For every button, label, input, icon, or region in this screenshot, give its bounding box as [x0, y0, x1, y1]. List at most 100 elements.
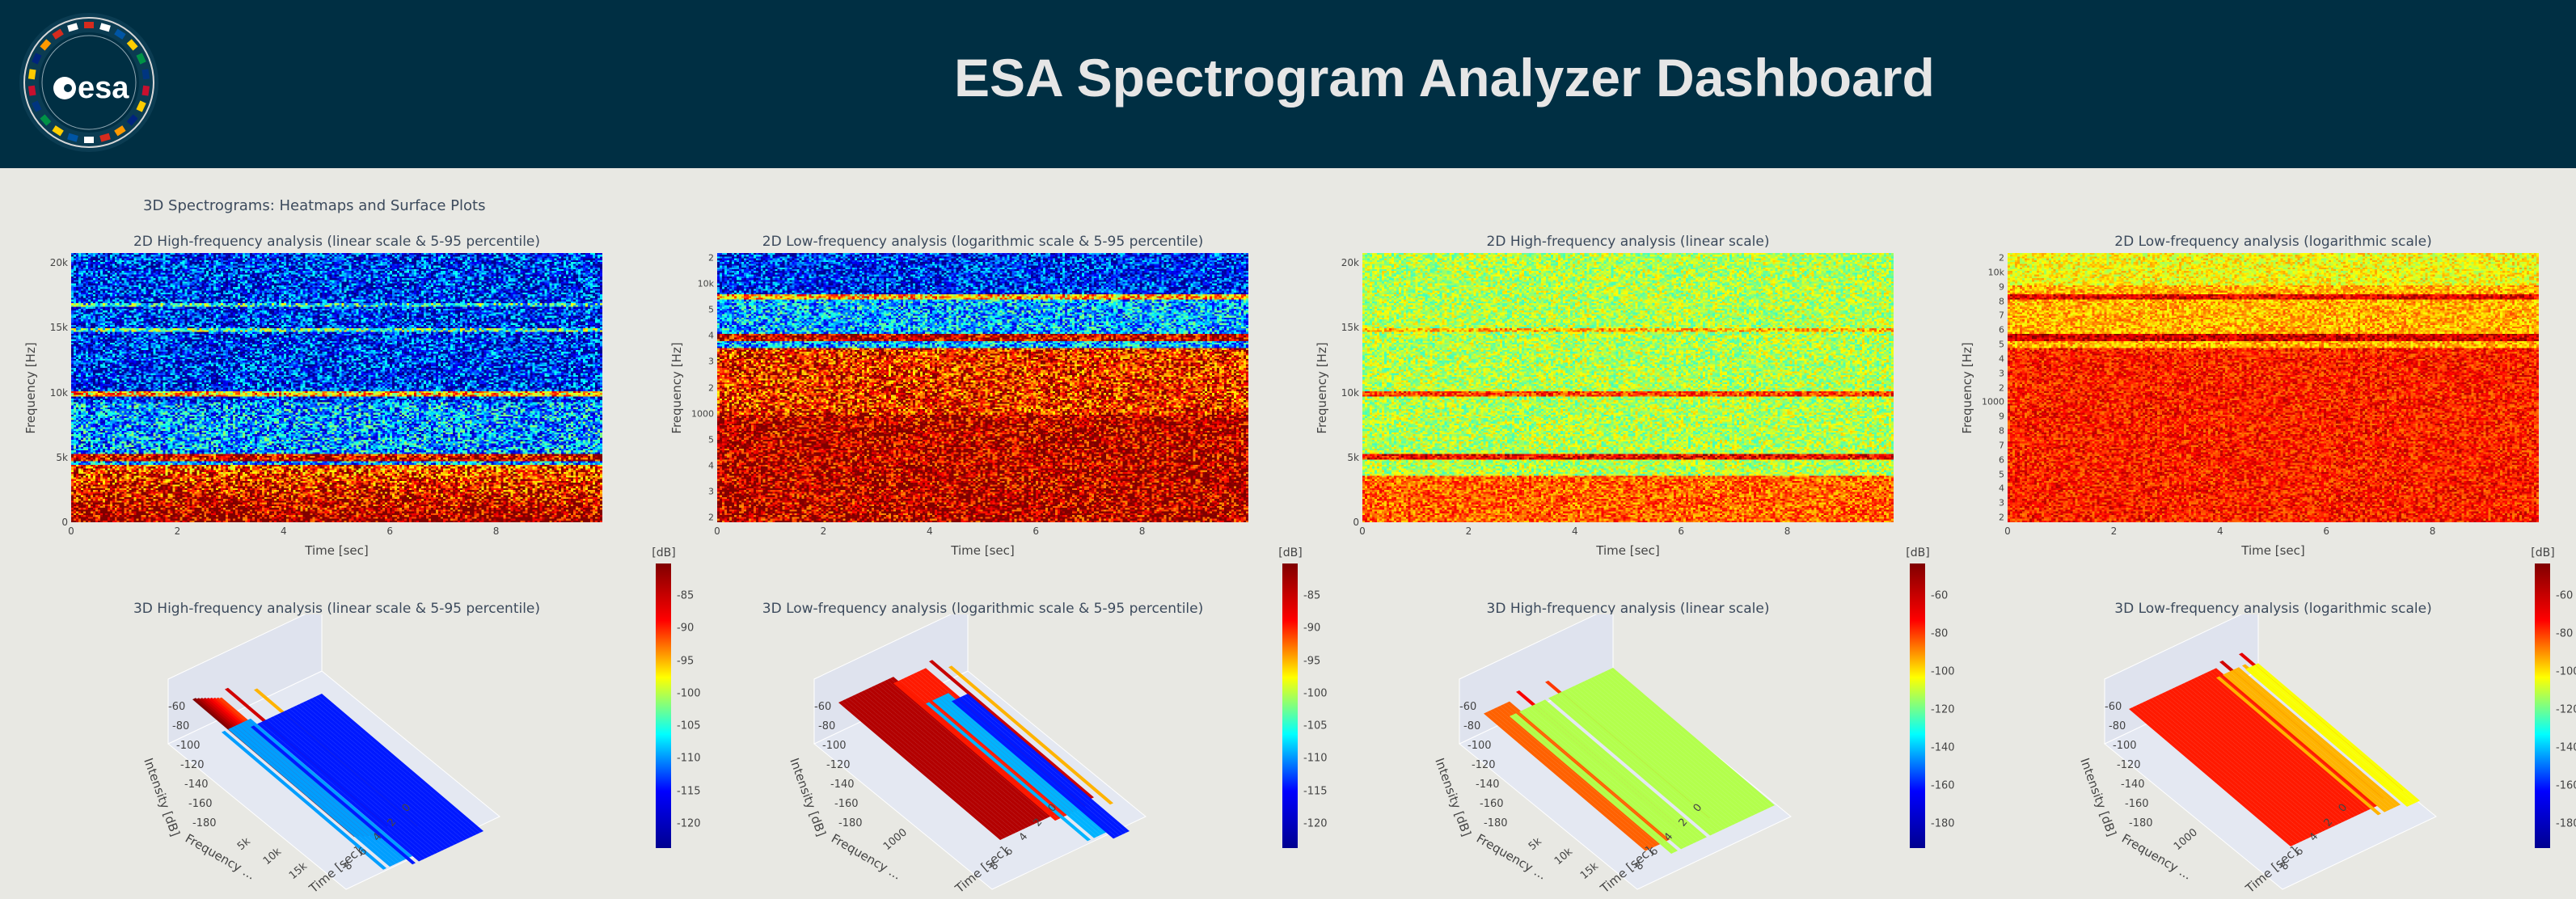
- surface-strip: [877, 682, 1042, 822]
- surface-strip: [286, 708, 451, 848]
- x-tick-label: 4: [2216, 525, 2223, 537]
- surface-strip: [2132, 706, 2297, 846]
- surface-strip: [267, 718, 432, 857]
- surface-strip: [1519, 710, 1684, 850]
- y-tick-label: 20k: [1341, 257, 1359, 268]
- surface-strip: [315, 694, 480, 834]
- x-tick-label: 2: [174, 525, 181, 537]
- spectrogram-heatmap[interactable]: [717, 253, 1248, 522]
- surface-strip: [1600, 672, 1765, 812]
- surface-strip: [897, 680, 1062, 820]
- surface-strip: [1610, 668, 1775, 807]
- spectrogram-heatmap[interactable]: [1362, 253, 1894, 522]
- x-tick-label: 8: [2429, 525, 2436, 537]
- svg-text:esa: esa: [78, 71, 129, 105]
- surface-strip: [1603, 670, 1768, 810]
- heatmap-title: 2D Low-frequency analysis (logarithmic s…: [2114, 234, 2432, 250]
- colorbar: [1910, 563, 1925, 848]
- z-axis-title: Intensity [dB]: [141, 756, 183, 838]
- z-tick-label: -100: [176, 740, 201, 752]
- colorbar-tick-label: -110: [677, 752, 701, 765]
- spectrogram-surface-3d[interactable]: -60 -80 -100 -120 -140 -160 -180 Intensity [dB]…: [2056, 614, 2509, 899]
- surface-strip: [234, 724, 399, 864]
- surface-strip: [296, 704, 461, 843]
- x-tick-label: 6: [2323, 525, 2330, 537]
- dashboard-header: esa ESA Spectrogram Analyzer Dashboard: [0, 0, 2576, 168]
- y-tick-label: 2: [708, 252, 714, 264]
- colorbar-tick-label: -100: [1303, 687, 1328, 700]
- colorbar-tick-label: -60: [2556, 589, 2574, 602]
- surface-strip: [241, 721, 406, 861]
- x-axis-title: Time [sec]: [2241, 543, 2305, 558]
- surface-strip: [319, 694, 484, 833]
- surface-strip: [2142, 701, 2307, 841]
- x-tick-label: 0: [714, 525, 720, 537]
- surface-strip: [2216, 676, 2381, 816]
- colorbar-tick-label: -110: [1303, 752, 1328, 765]
- surface-strip: [864, 689, 1029, 828]
- x-tick-label: 8: [492, 525, 500, 537]
- colorbar-tick-label: -100: [2556, 665, 2576, 678]
- surface-strip: [293, 706, 458, 845]
- colorbar-tick-label: -95: [1303, 655, 1321, 668]
- surface-strip: [2197, 675, 2362, 815]
- x-tick-label: 4: [280, 525, 287, 537]
- surface-title: 3D Low-frequency analysis (logarithmic s…: [762, 601, 1204, 617]
- x-axis-title: Time [sec]: [951, 543, 1015, 558]
- surface-strip: [2152, 697, 2316, 836]
- x-tick-label: 4: [926, 525, 933, 537]
- colorbar-tick-label: -115: [1303, 785, 1328, 798]
- z-tick-label: -140: [830, 779, 855, 791]
- spectrogram-surface-3d[interactable]: -60 -80 -100 -120 -140 -160 -180 Intensity [dB]…: [120, 614, 572, 899]
- y-tick-label: 3: [1999, 497, 2004, 509]
- surface-strip: [1526, 707, 1691, 846]
- z-tick-label: -100: [2113, 740, 2137, 752]
- surface-strip: [868, 687, 1033, 827]
- surface-strip: [845, 698, 1010, 838]
- surface-strip: [874, 684, 1039, 824]
- colorbar-title: [dB]: [1906, 547, 1930, 559]
- surface-strip: [861, 690, 1026, 829]
- surface-strip: [222, 730, 386, 870]
- surface-strip: [289, 707, 454, 846]
- x-tick-label: 6: [386, 525, 394, 537]
- spectrogram-heatmap[interactable]: [2008, 253, 2539, 522]
- z-tick-label: -140: [184, 779, 209, 791]
- surface-strip: [1555, 693, 1720, 833]
- frequency-tick-label: 1000: [881, 826, 910, 853]
- surface-strip: [283, 710, 448, 850]
- surface-strip: [1571, 686, 1736, 825]
- spectrogram-surface-3d[interactable]: -60 -80 -100 -120 -140 -160 -180 Intensity [dB]…: [766, 614, 1218, 899]
- surface-strip: [1535, 703, 1700, 842]
- z-tick-label: -80: [172, 720, 189, 732]
- x-tick-label: 2: [820, 525, 827, 537]
- spectrogram-heatmap[interactable]: [71, 253, 602, 522]
- surface-strip: [1581, 681, 1746, 821]
- surface-strip: [2164, 690, 2329, 830]
- surface-strip: [247, 718, 412, 858]
- surface-strip: [2229, 670, 2394, 809]
- z-tick-label: -120: [1472, 759, 1496, 771]
- surface-strip: [2135, 704, 2300, 844]
- y-tick-label: 9: [1999, 281, 2004, 293]
- y-tick-label: 5: [1999, 339, 2004, 350]
- colorbar-title: [dB]: [652, 547, 676, 559]
- x-tick-label: 0: [68, 525, 74, 537]
- spectrogram-surface-3d[interactable]: -60 -80 -100 -120 -140 -160 -180 Intensity [dB]…: [1411, 614, 1864, 899]
- y-tick-label: 20k: [49, 257, 68, 268]
- y-tick-label: 10k: [1987, 267, 2004, 278]
- colorbar: [1282, 563, 1298, 848]
- colorbar-tick-label: -95: [677, 655, 695, 668]
- x-tick-label: 4: [1571, 525, 1578, 537]
- surface-strip: [2223, 673, 2388, 812]
- x-tick-label: 8: [1784, 525, 1791, 537]
- colorbar-tick-label: -80: [2556, 627, 2574, 640]
- surface-strip: [231, 726, 396, 866]
- colorbar-tick-label: -120: [677, 817, 701, 830]
- z-tick-label: -120: [2117, 759, 2141, 771]
- surface-strip: [948, 665, 1113, 805]
- z-tick-label: -180: [1484, 817, 1508, 829]
- surface-strip: [2252, 665, 2417, 804]
- colorbar-tick-label: -100: [677, 687, 701, 700]
- surface-strip: [306, 699, 471, 839]
